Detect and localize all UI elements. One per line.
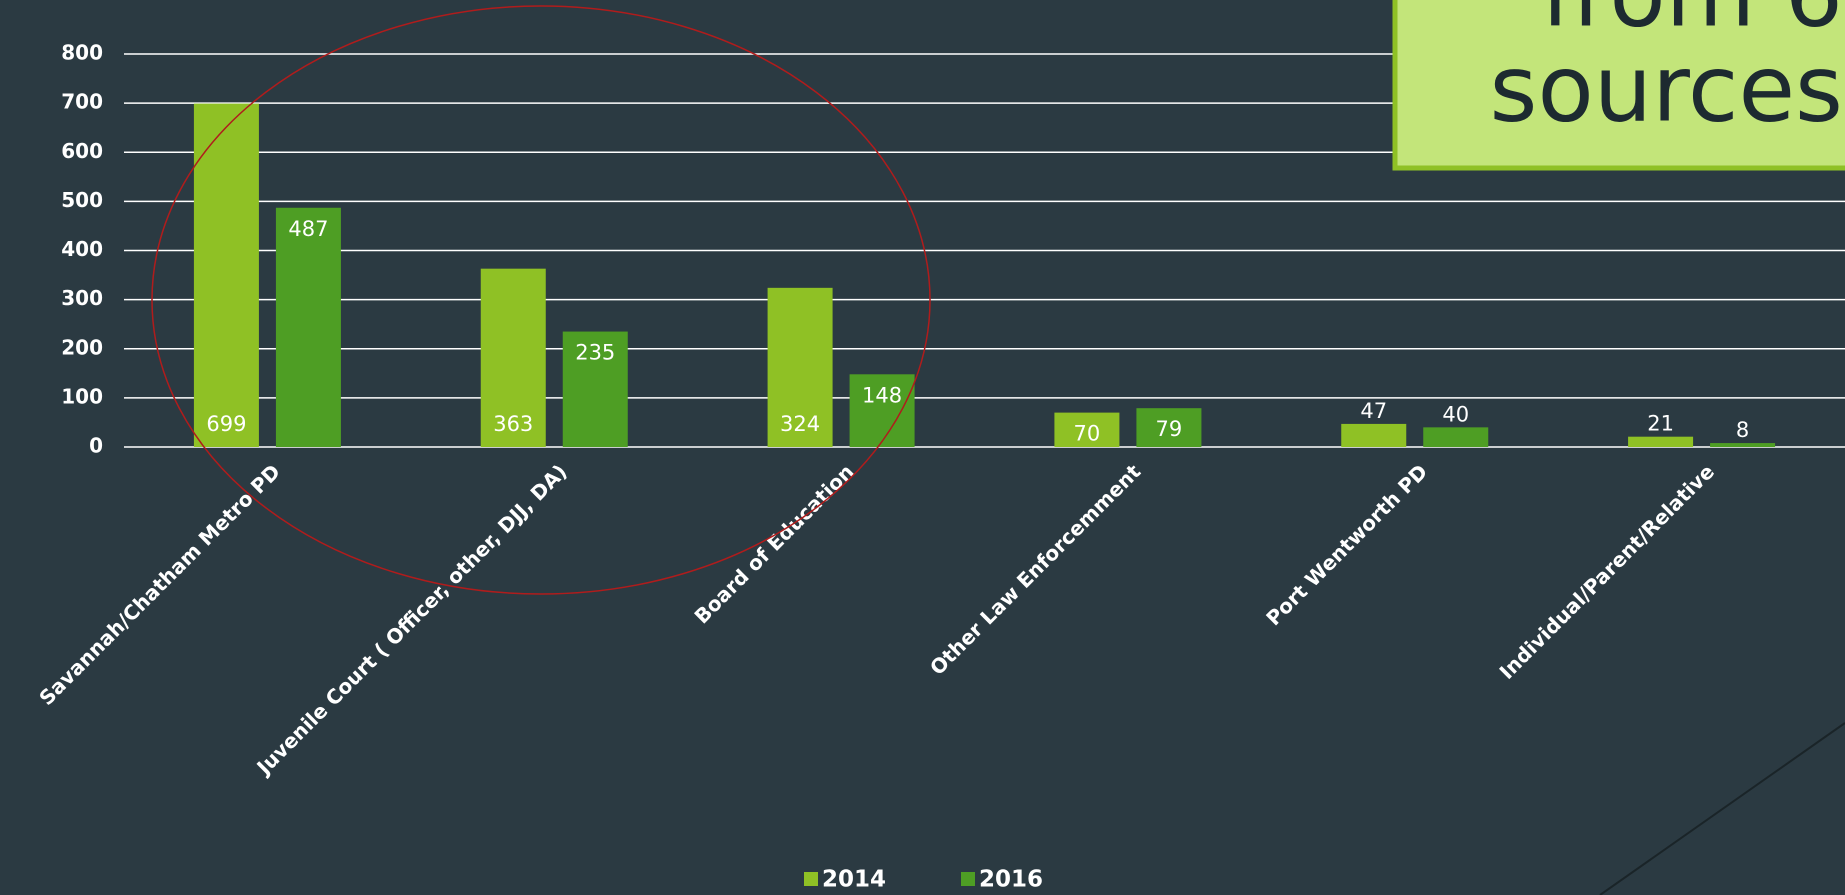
data-label: 324 — [780, 412, 820, 436]
legend-label: 2014 — [822, 867, 886, 893]
data-label: 21 — [1647, 412, 1674, 436]
bar — [1136, 408, 1202, 447]
data-label: 79 — [1156, 417, 1183, 441]
y-tick-label: 100 — [61, 384, 103, 408]
title-box — [1392, 0, 1845, 171]
legend-label: 2016 — [979, 867, 1043, 893]
data-label: 148 — [862, 383, 902, 407]
decor-line — [1599, 722, 1845, 895]
bar — [562, 331, 628, 447]
legend-swatch — [961, 872, 975, 886]
bar — [480, 268, 546, 447]
bar — [1423, 427, 1489, 447]
y-tick-label: 200 — [61, 335, 103, 359]
data-label: 70 — [1074, 422, 1101, 446]
bar — [193, 103, 259, 448]
data-label: 487 — [288, 217, 328, 241]
bar — [1054, 412, 1120, 447]
bar — [1710, 443, 1776, 447]
title-text: from 6 — [1541, 0, 1843, 47]
y-tick-label: 700 — [61, 90, 103, 114]
data-label: 699 — [206, 412, 246, 436]
title-text: sources — [1490, 35, 1843, 142]
bar — [849, 374, 915, 447]
y-tick-label: 300 — [61, 286, 103, 310]
bar — [275, 207, 341, 447]
highlight-ellipse — [151, 5, 931, 595]
legend-swatch — [804, 872, 818, 886]
bar — [767, 287, 833, 447]
data-label: 8 — [1736, 418, 1749, 442]
y-tick-label: 500 — [61, 188, 103, 212]
bar — [1341, 423, 1407, 447]
bar — [1628, 436, 1694, 447]
y-tick-label: 800 — [61, 41, 103, 65]
y-tick-label: 400 — [61, 237, 103, 261]
data-label: 363 — [493, 412, 533, 436]
y-tick-label: 0 — [89, 434, 103, 458]
data-label: 235 — [575, 341, 615, 365]
data-label: 40 — [1442, 402, 1469, 426]
y-tick-label: 600 — [61, 139, 103, 163]
data-label: 47 — [1360, 399, 1387, 423]
